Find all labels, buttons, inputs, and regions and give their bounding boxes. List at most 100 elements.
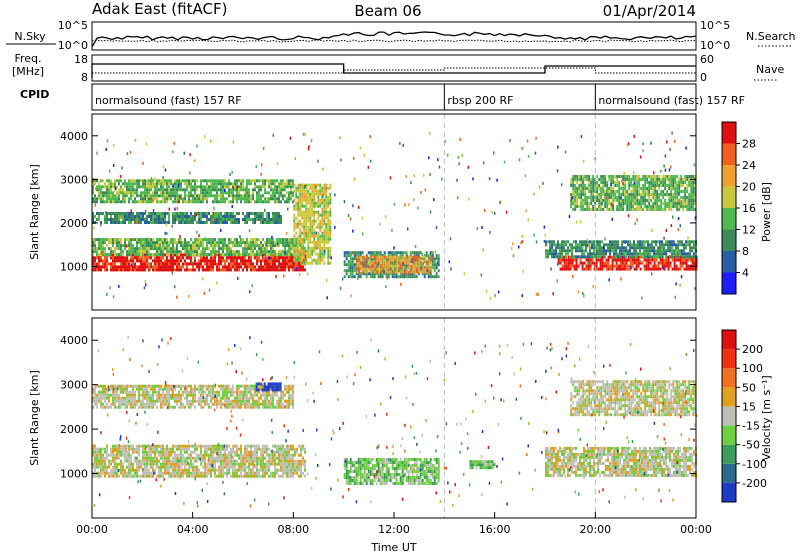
heatmap-cell (651, 246, 653, 249)
heatmap-cell (120, 265, 122, 268)
heatmap-cell (638, 205, 640, 208)
heatmap-cell (600, 265, 602, 268)
heatmap-cell (254, 218, 256, 221)
heatmap-cell (317, 190, 319, 193)
heatmap-cell (130, 218, 132, 221)
heatmap-cell (150, 215, 152, 218)
heatmap-cell (691, 246, 693, 249)
heatmap-cell (372, 256, 374, 259)
heatmap-cell (138, 265, 140, 268)
heatmap-cell (370, 256, 372, 259)
heatmap-cell (130, 472, 132, 475)
heatmap-cell (311, 220, 313, 223)
heatmap-cell (632, 187, 634, 190)
heatmap-cell (309, 199, 311, 202)
heatmap-cell (192, 268, 194, 271)
heatmap-cell (94, 197, 96, 200)
heatmap-cell (658, 193, 660, 196)
heatmap-cell (108, 191, 110, 194)
heatmap-cell (250, 197, 252, 200)
heatmap-cell (691, 249, 693, 252)
heatmap-scatter-cell (589, 244, 591, 247)
heatmap-cell (327, 199, 329, 202)
heatmap-cell (655, 255, 657, 258)
heatmap-cell (638, 181, 640, 184)
heatmap-cell (644, 268, 646, 271)
heatmap-cell (398, 265, 400, 268)
heatmap-scatter-cell (450, 268, 452, 271)
heatmap-cell (290, 244, 292, 247)
heatmap-cell (656, 208, 658, 211)
heatmap-cell (156, 197, 158, 200)
heatmap-cell (106, 448, 108, 451)
heatmap-cell (607, 243, 609, 246)
heatmap-cell (593, 249, 595, 252)
heatmap-cell (140, 250, 142, 253)
heatmap-cell (644, 181, 646, 184)
heatmap-cell (274, 265, 276, 268)
heatmap-cell (102, 469, 104, 472)
heatmap-cell (317, 238, 319, 241)
heatmap-cell (309, 187, 311, 190)
heatmap-cell (158, 221, 160, 224)
heatmap-cell (128, 250, 130, 253)
heatmap-cell (329, 262, 331, 265)
heatmap-cell (236, 262, 238, 265)
heatmap-cell (686, 268, 688, 271)
heatmap-cell (682, 178, 684, 181)
heatmap-cell (406, 271, 408, 274)
heatmap-cell (100, 247, 102, 250)
heatmap-cell (628, 196, 630, 199)
heatmap-cell (299, 199, 301, 202)
heatmap-cell (668, 199, 670, 202)
heatmap-cell (158, 200, 160, 203)
heatmap-cell (140, 463, 142, 466)
heatmap-cell (666, 175, 668, 178)
heatmap-cell (174, 241, 176, 244)
heatmap-cell (656, 175, 658, 178)
heatmap-cell (398, 259, 400, 262)
heatmap-cell (625, 246, 627, 249)
heatmap-cell (596, 193, 598, 196)
heatmap-cell (293, 205, 295, 208)
heatmap-cell (140, 445, 142, 448)
heatmap-cell (272, 247, 274, 250)
heatmap-cell (394, 259, 396, 262)
heatmap-cell (196, 221, 198, 224)
heatmap-scatter-cell (370, 160, 372, 163)
colorbar-swatch (722, 187, 736, 209)
heatmap-cell (624, 193, 626, 196)
heatmap-cell (116, 265, 118, 268)
heatmap-cell (240, 194, 242, 197)
heatmap-cell (424, 268, 426, 271)
heatmap-cell (168, 212, 170, 215)
heatmap-cell (604, 181, 606, 184)
heatmap-cell (274, 182, 276, 185)
heatmap-cell (664, 187, 666, 190)
heatmap-cell (573, 255, 575, 258)
heatmap-cell (240, 197, 242, 200)
heatmap-scatter-cell (481, 274, 483, 277)
heatmap-cell (236, 182, 238, 185)
heatmap-cell (250, 194, 252, 197)
heatmap-cell (668, 265, 670, 268)
heatmap-cell (158, 215, 160, 218)
heatmap-cell (362, 251, 364, 254)
heatmap-cell (672, 181, 674, 184)
heatmap-cell (134, 250, 136, 253)
heatmap-cell (124, 256, 126, 259)
heatmap-cell (394, 275, 396, 278)
heatmap-cell (124, 262, 126, 265)
heatmap-cell (204, 179, 206, 182)
heatmap-cell (311, 259, 313, 262)
heatmap-cell (586, 208, 588, 211)
heatmap-cell (278, 188, 280, 191)
heatmap-cell (436, 257, 438, 260)
heatmap-scatter-cell (580, 220, 582, 223)
heatmap-cell (297, 253, 299, 256)
heatmap-cell (230, 218, 232, 221)
heatmap-cell (608, 202, 610, 205)
heatmap-cell (682, 265, 684, 268)
heatmap-cell (124, 268, 126, 271)
heatmap-cell (329, 193, 331, 196)
